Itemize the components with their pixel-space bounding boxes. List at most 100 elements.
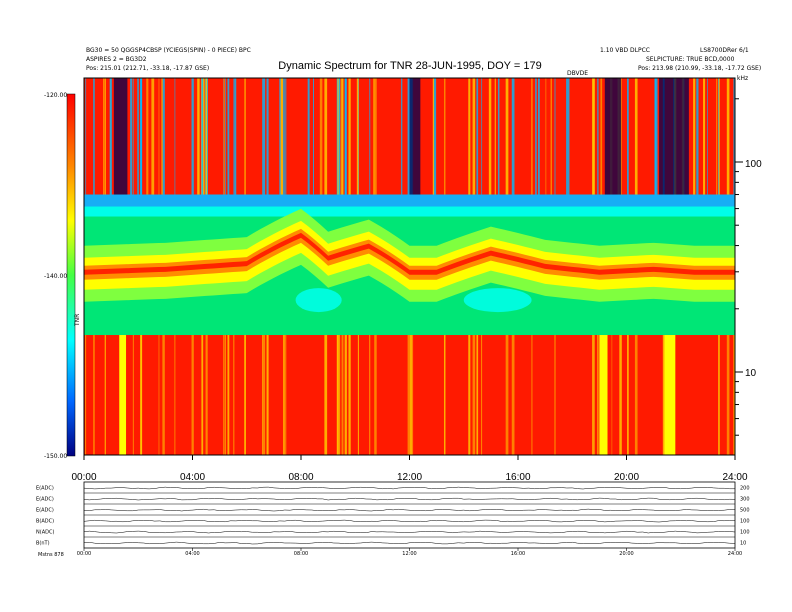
bottom-x-tick-label: 20:00	[619, 551, 633, 557]
colorbar-tick-mid: -140.00	[44, 273, 67, 280]
gap-stripe-top	[130, 78, 133, 195]
gap-stripe-top	[197, 78, 200, 195]
bottom-row-scale: 100	[740, 519, 750, 525]
gap-stripe-bottom	[205, 335, 208, 455]
gap-stripe-top	[348, 78, 351, 195]
gap-stripe-top	[567, 78, 570, 195]
gap-stripe-top	[158, 78, 160, 195]
gap-stripe-bottom	[262, 335, 263, 455]
gap-stripe-top	[443, 78, 446, 195]
gap-stripe-top	[244, 78, 246, 195]
colorbar	[66, 93, 76, 457]
gap-stripe-bottom	[726, 335, 730, 455]
bottom-row-label: E(ADC)	[36, 486, 54, 492]
right-axis	[735, 98, 743, 436]
gap-stripe-bottom	[233, 335, 235, 455]
gap-stripe-top	[356, 78, 359, 195]
header-left-line1: BG30 = 50 QGGSP4CBSP (YCIEGS(SPIN) - 0 P…	[86, 47, 251, 54]
x-tick-label: 16:00	[505, 472, 530, 483]
bottom-x-tick-label: 12:00	[402, 551, 416, 557]
gap-stripe-top	[234, 78, 237, 195]
bottom-row-label: B(nT)	[36, 541, 50, 547]
gap-stripe-bottom	[468, 335, 471, 455]
gap-stripe-top	[201, 78, 204, 195]
gap-stripe-top	[262, 78, 266, 195]
gap-stripe-bottom	[531, 335, 533, 455]
gap-stripe-bottom	[338, 335, 341, 455]
gap-stripe-bottom	[476, 335, 479, 455]
gap-stripe-bottom	[93, 335, 95, 455]
gap-stripe-top	[282, 78, 284, 195]
bottom-panels: E(ADC) 200 E(ADC) 300 E(ADC) 500 B(ADC) 100 N(AD…	[36, 481, 750, 557]
gap-stripe-top	[718, 78, 720, 195]
gap-stripe-top	[654, 78, 658, 195]
gap-stripe-top	[109, 78, 112, 195]
gap-stripe-bottom	[407, 335, 410, 455]
gap-stripe-bottom	[344, 335, 347, 455]
gap-stripe-top	[344, 78, 347, 195]
gap-stripe-top	[373, 78, 375, 195]
gap-stripe-top	[627, 78, 629, 195]
spectrogram	[84, 78, 735, 455]
gap-stripe-bottom	[174, 335, 176, 455]
bottom-row-label: E(ADC)	[36, 508, 54, 514]
x-tick-label: 24:00	[722, 472, 747, 483]
bottom-x-tick-label: 04:00	[185, 551, 199, 557]
bottom-row-trace	[83, 508, 736, 512]
gap-stripe-top	[535, 78, 537, 195]
gap-stripe-bottom	[201, 335, 204, 455]
gap-stripe-top	[337, 78, 340, 195]
gap-stripe-top	[592, 78, 595, 195]
gap-stripe-top	[312, 78, 314, 195]
bottom-row-scale: 100	[740, 530, 750, 536]
gap-stripe-top	[146, 78, 149, 195]
gap-stripe-top	[433, 78, 437, 195]
gap-stripe-bottom	[348, 335, 351, 455]
gap-stripe-top	[733, 78, 735, 195]
units-label: kHz	[737, 75, 748, 82]
gap-stripe-top	[369, 78, 371, 195]
x-tick-label: 08:00	[288, 472, 313, 483]
gap-stripe-top	[191, 78, 194, 195]
header-right-line1: 1.10 VBD DLPCC	[600, 47, 650, 54]
header-left-pos: Pos: 215.01 (212.71, -33.18, -17.87 GSE)	[86, 65, 209, 72]
gap-stripe-top	[279, 78, 281, 195]
gap-stripe-top	[227, 78, 230, 195]
gap-stripe-top	[280, 78, 284, 195]
lower-yellow-column-1	[664, 335, 676, 455]
gap-stripe-top	[472, 78, 476, 195]
gap-stripe-bottom	[158, 335, 160, 455]
bottom-x-tick-label: 00:00	[77, 551, 91, 557]
gap-stripe-top	[703, 78, 706, 195]
gap-stripe-bottom	[227, 335, 230, 455]
gap-stripe-bottom	[592, 335, 595, 455]
dark-gap-block-3	[409, 78, 421, 195]
gap-stripe-top	[93, 78, 95, 195]
gap-stripe-bottom	[505, 335, 509, 455]
upper-blue-stripe	[84, 194, 735, 207]
gap-stripe-top	[511, 78, 515, 195]
gap-stripe-top	[707, 78, 708, 195]
gap-stripe-bottom	[324, 335, 328, 455]
gap-stripe-bottom	[282, 335, 284, 455]
bottom-x-tick-label: 16:00	[511, 551, 525, 557]
gap-stripe-top	[497, 78, 500, 195]
gap-stripe-bottom	[627, 335, 629, 455]
gap-stripe-top	[696, 78, 699, 195]
x-tick-label: 04:00	[180, 472, 205, 483]
colorbar-tick-bottom: -150.00	[44, 453, 67, 460]
gap-stripe-bottom	[162, 335, 165, 455]
gap-stripe-bottom	[369, 335, 371, 455]
bottom-row-label: E(ADC)	[36, 497, 54, 503]
dark-gap-block-1	[659, 78, 689, 195]
gap-stripe-bottom	[140, 335, 143, 455]
bottom-row-trace	[83, 486, 735, 490]
gap-stripe-bottom	[284, 335, 286, 455]
colorbar-label: TNR	[74, 314, 81, 327]
bottom-row-trace	[84, 541, 736, 545]
bottom-row-trace	[83, 530, 736, 534]
gap-stripe-bottom	[225, 335, 226, 455]
gap-stripe-top	[545, 78, 547, 195]
gap-stripe-top	[341, 78, 344, 195]
gap-stripe-bottom	[412, 335, 414, 455]
